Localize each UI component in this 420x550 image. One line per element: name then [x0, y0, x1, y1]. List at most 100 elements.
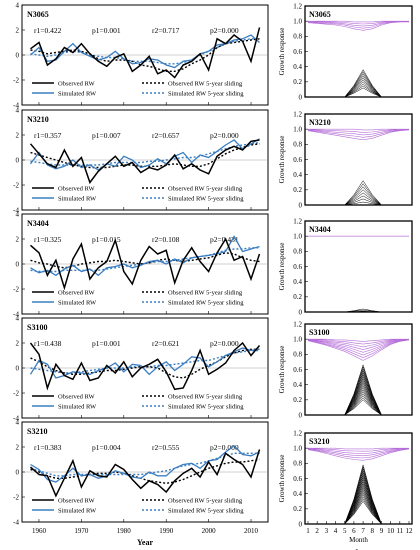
temperature-response-line [308, 69, 409, 98]
y-tick-label: 0.2 [293, 186, 302, 194]
temperature-response-line [308, 308, 409, 313]
y-tick-label: 0.2 [293, 396, 302, 404]
x-tick-label: 1990 [159, 527, 174, 535]
legend-label: Simulated RW [58, 90, 97, 97]
y-axis-title: Growth response [278, 455, 286, 503]
observed-rw-line [30, 237, 261, 291]
moisture-response-line [307, 339, 410, 348]
legend-label: Simulated RW 5-year sliding [168, 299, 244, 306]
observed-rw-line [30, 449, 261, 498]
correlation-stat: r2=0.108 [152, 235, 180, 244]
simulated-rw-line [30, 444, 260, 483]
station-name: N3065 [309, 10, 331, 19]
y-tick-label: 0 [16, 51, 20, 59]
y-tick-label: 0 [16, 468, 20, 476]
y-tick-label: 0.8 [293, 460, 302, 468]
x-tick-label: 11 [396, 527, 403, 535]
y-axis-title: Growth response [278, 136, 286, 184]
y-tick-label: 0.4 [293, 278, 302, 286]
x-tick-label: 2 [315, 527, 319, 535]
simulated-rw-line [30, 235, 260, 277]
correlation-stat: r1=0.422 [34, 26, 62, 35]
simulated-5yr-line [30, 141, 260, 166]
x-tick-label: 2000 [202, 527, 217, 535]
y-tick-label: 2 [16, 235, 20, 243]
legend-label: Observed RW 5-year sliding [168, 289, 243, 296]
moisture-response-line [307, 448, 410, 459]
simulated-rw-line [29, 347, 260, 379]
y-tick-label: 0.2 [293, 293, 302, 301]
station-name: N3404 [309, 225, 331, 234]
y-tick-label: 1.2 [293, 217, 302, 225]
correlation-stat: r2=0.657 [152, 131, 180, 140]
y-tick-label: 0.6 [293, 156, 302, 164]
legend-label: Simulated RW 5-year sliding [168, 90, 244, 97]
y-tick-label: 0.8 [293, 351, 302, 359]
moisture-response-line [308, 447, 409, 450]
y-tick-label: 1.2 [293, 429, 302, 437]
y-tick-label: -2 [13, 76, 19, 84]
legend-label: Observed RW [58, 393, 96, 400]
y-tick-label: 1.2 [293, 2, 302, 10]
y-tick-label: 0 [299, 308, 303, 316]
y-tick-label: -2 [13, 285, 19, 293]
x-tick-label: 7 [361, 527, 365, 535]
legend-label: Simulated RW [58, 403, 97, 410]
moisture-response-line [308, 128, 409, 131]
correlation-stat: r2=0.555 [152, 443, 180, 452]
right-panel-frame [304, 220, 413, 313]
correlation-stat: p1=0.007 [92, 131, 121, 140]
y-tick-label: 2 [16, 131, 20, 139]
y-tick-label: 4 [16, 314, 20, 322]
y-tick-label: 0 [299, 520, 303, 528]
y-tick-label: 4 [16, 210, 20, 218]
x-tick-label: 1980 [117, 527, 132, 535]
y-tick-label: 4 [16, 106, 20, 114]
moisture-response-line [307, 129, 410, 136]
observed-rw-line [29, 341, 261, 391]
correlation-stat: r1=0.357 [34, 131, 62, 140]
moisture-response-line [307, 339, 410, 350]
x-tick-label: 3 [325, 527, 329, 535]
moisture-response-line [307, 129, 410, 141]
legend-label: Observed RW [58, 80, 96, 87]
legend-label: Simulated RW 5-year sliding [168, 507, 244, 514]
y-tick-label: 0.2 [293, 78, 302, 86]
moisture-response-line [308, 20, 409, 23]
legend-label: Simulated RW 5-year sliding [168, 195, 244, 202]
y-tick-label: 0.6 [293, 475, 302, 483]
legend-label: Observed RW 5-year sliding [168, 497, 243, 504]
legend-label: Observed RW [58, 497, 96, 504]
y-tick-label: 0.6 [293, 263, 302, 271]
y-tick-label: 1.2 [293, 320, 302, 328]
y-tick-label: 1.0 [293, 445, 302, 453]
legend-label: Simulated RW [58, 195, 97, 202]
temperature-response-line [308, 180, 409, 206]
y-tick-label: 0.4 [293, 490, 302, 498]
moisture-response-line [307, 339, 410, 353]
y-tick-label: -4 [13, 414, 19, 422]
moisture-response-line [307, 21, 409, 29]
y-tick-label: -4 [13, 206, 19, 214]
y-tick-label: 0.4 [293, 171, 302, 179]
x-tick-label: 9 [380, 527, 384, 535]
y-tick-label: 0.6 [293, 48, 302, 56]
y-tick-label: 1.0 [293, 18, 302, 26]
correlation-stat: p2=0.000 [210, 443, 239, 452]
station-name: S3210 [309, 437, 329, 446]
x-tick-label: 1960 [32, 527, 47, 535]
correlation-stat: p2=0.000 [210, 26, 239, 35]
x-tick-label: 10 [387, 527, 395, 535]
y-axis-title: Growth response [278, 346, 286, 394]
y-tick-label: -2 [13, 181, 19, 189]
moisture-response-line [307, 339, 410, 356]
legend-label: Simulated RW [58, 299, 97, 306]
y-tick-label: -2 [13, 389, 19, 397]
moisture-response-line [307, 448, 410, 454]
moisture-response-line [307, 21, 409, 27]
moisture-response-line [307, 448, 410, 457]
observed-rw-line [30, 27, 261, 79]
station-name: N3404 [27, 219, 49, 228]
temperature-response-line [308, 364, 409, 416]
